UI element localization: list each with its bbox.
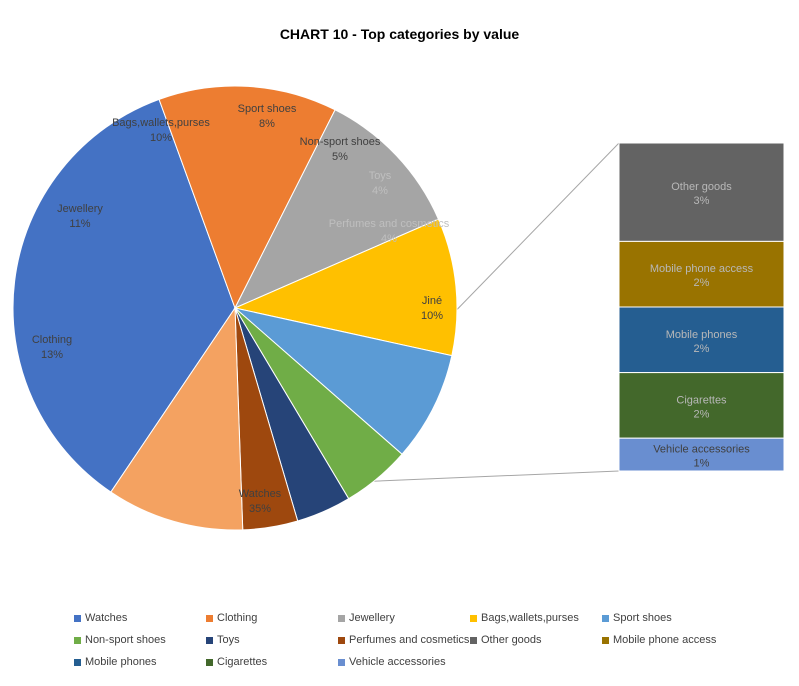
legend-label: Perfumes and cosmetics [349,634,470,646]
legend-swatch [338,658,345,666]
legend-item-cigarettes: Cigarettes [206,656,267,668]
bar-segment-cigarettes [618,372,785,439]
pie-slice-bags-wallets-purses [233,218,458,357]
data-label-value: 5% [332,151,348,163]
bar-segment-other-goods [618,142,785,242]
legend-label: Non-sport shoes [85,634,166,646]
legend-label: Jewellery [349,612,395,624]
legend-swatch [74,614,81,622]
legend-item-bags-wallets-purses: Bags,wallets,purses [470,612,579,624]
data-label-name: Jewellery [57,203,103,215]
data-label-value: 4% [381,233,397,245]
legend-item-mobile-phone-access: Mobile phone access [602,634,716,646]
bar-label-name: Other goods [671,181,732,193]
legend-swatch [338,636,345,644]
data-label-name: Watches [239,488,282,500]
legend-swatch [602,636,609,644]
pie-slice-jin [110,306,244,531]
legend-item-vehicle-accessories: Vehicle accessories [338,656,446,668]
pie-slices [12,85,458,531]
legend-swatch [602,614,609,622]
data-label-value: 4% [372,185,388,197]
bar-of-pie-chart: Watches 35% Clothing 13% Jewellery 11% Bags,wa… [12,85,785,531]
data-label-value: 13% [41,349,63,361]
legend-item-other-goods: Other goods [470,634,542,646]
bar-label-name: Mobile phones [666,329,738,341]
data-label-value: 8% [259,118,275,130]
data-label-name: Sport shoes [238,103,297,115]
legend-label: Mobile phone access [613,634,717,646]
bar-label-value: 1% [694,458,710,470]
pie-slice-jewellery [233,109,440,310]
data-label-value: 10% [421,310,443,322]
legend-label: Clothing [217,612,258,624]
data-label-value: 11% [69,218,90,230]
data-label-name: Toys [369,170,392,182]
bar-label-value: 2% [694,343,710,355]
bar-label-name: Vehicle accessories [653,444,750,456]
legend-swatch [206,658,213,666]
bar-label-value: 2% [694,408,710,420]
data-label-name: Jiné [422,295,442,307]
legend-swatch [470,636,477,644]
bar-segment-mobile-phones [618,306,785,374]
data-label-name: Non-sport shoes [300,136,381,148]
legend-item-sport-shoes: Sport shoes [602,612,672,624]
legend-label: Watches [85,612,128,624]
chart-title: CHART 10 - Top categories by value [279,26,520,42]
legend-label: Sport shoes [613,612,672,624]
legend-label: Vehicle accessories [349,656,446,668]
legend-label: Bags,wallets,purses [481,612,579,624]
bar-label-name: Cigarettes [676,394,727,406]
data-label-name: Bags,wallets,purses [112,117,210,129]
legend-label: Mobile phones [85,656,157,668]
legend-swatch [206,636,213,644]
bar-segment-vehicle-accessories [618,437,785,472]
pie-slice-clothing [158,85,336,310]
legend-swatch [74,658,81,666]
data-label-value: 35% [249,503,271,515]
legend-swatch [338,614,345,622]
legend-item-perfumes-and-cosmetics: Perfumes and cosmetics [338,634,469,646]
data-label-value: 10% [150,132,172,144]
legend-item-toys: Toys [206,634,240,646]
bar-segment-mobile-phone-access [618,240,785,308]
legend-label: Toys [217,634,240,646]
data-label-name: Perfumes and cosmetics [329,218,450,230]
secondary-bar [618,142,785,472]
bar-label-value: 3% [694,195,710,207]
legend-item-non-sport-shoes: Non-sport shoes [74,634,166,646]
legend-swatch [206,614,213,622]
legend-item-clothing: Clothing [206,612,257,624]
pie-slice-watches [12,98,236,493]
legend-label: Other goods [481,634,542,646]
legend-item-mobile-phones: Mobile phones [74,656,157,668]
legend-item-watches: Watches [74,612,127,624]
legend-item-jewellery: Jewellery [338,612,395,624]
bar-label-value: 2% [694,277,710,289]
legend-swatch [470,614,477,622]
pie-slice-sport-shoes [234,307,453,455]
bar-label-name: Mobile phone access [650,263,754,275]
legend-label: Cigarettes [217,656,268,668]
data-label-name: Clothing [32,334,72,346]
legend-swatch [74,636,81,644]
data-labels: Watches 35% Clothing 13% Jewellery 11% Bags,wa… [32,103,754,515]
